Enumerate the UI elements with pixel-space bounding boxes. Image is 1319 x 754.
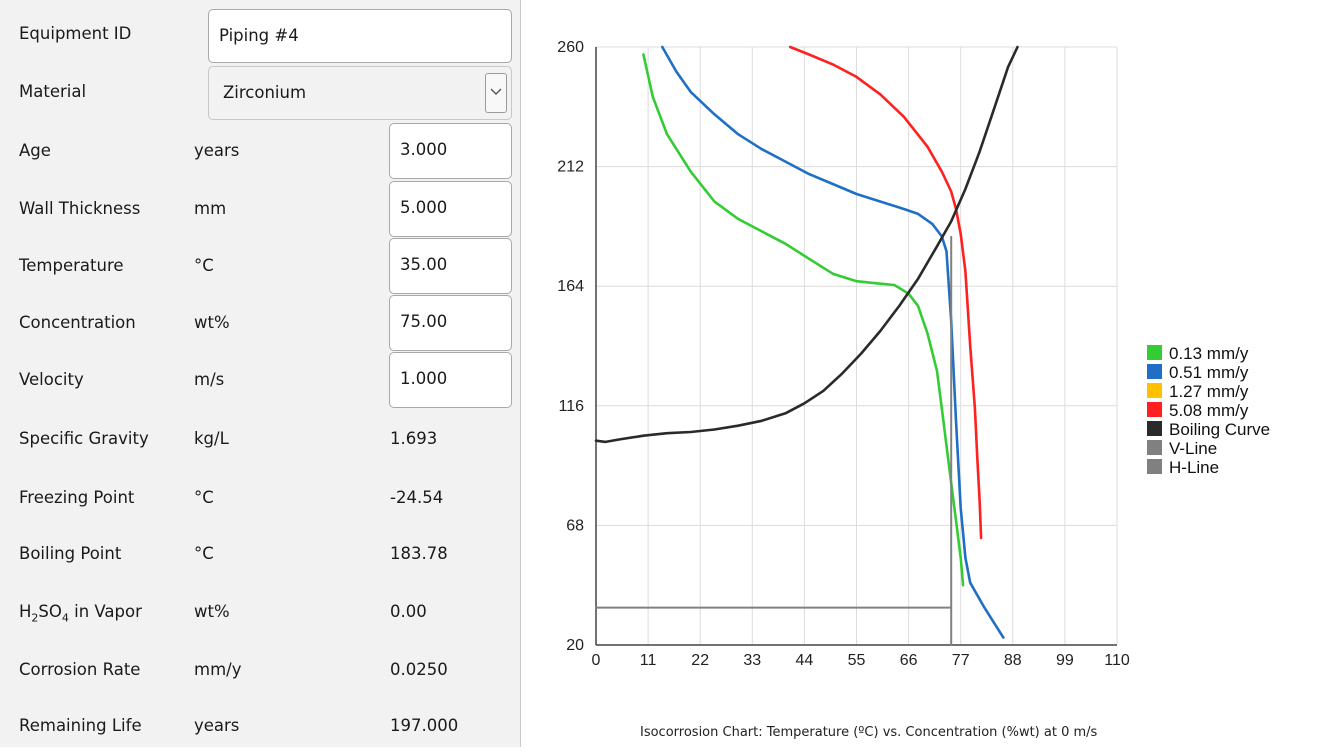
legend-swatch <box>1147 459 1162 474</box>
velocity-label: Velocity <box>19 370 84 389</box>
legend-label: 0.51 mm/y <box>1169 363 1249 382</box>
specific-gravity-value: 1.693 <box>390 429 438 448</box>
temperature-row: Temperature °C 35.00 <box>0 237 520 294</box>
series-line-boiling-curve <box>594 45 1019 444</box>
x-tick-label: 22 <box>691 652 709 669</box>
equipment-id-label: Equipment ID <box>19 24 132 43</box>
remaining-life-row: Remaining Life years 197.000 <box>0 697 520 754</box>
h2so4-label-end: in Vapor <box>68 602 142 621</box>
remaining-life-value: 197.000 <box>390 716 459 735</box>
material-dropdown-button[interactable] <box>485 73 507 113</box>
corrosion-rate-value: 0.0250 <box>390 660 448 679</box>
h2so4-label-so: SO <box>38 602 62 621</box>
h2so4-label-sub2: 4 <box>61 611 69 625</box>
x-tick-label: 0 <box>592 652 601 669</box>
chart-canvas: 0 11 22 33 44 55 66 77 88 99 110 20 68 116 164 212 260 0.… <box>557 39 1270 669</box>
x-tick-label: 33 <box>743 652 761 669</box>
legend-swatch <box>1147 383 1162 398</box>
x-tick-label: 88 <box>1004 652 1022 669</box>
y-tick-label: 164 <box>557 278 584 295</box>
x-tick-label: 55 <box>848 652 866 669</box>
temperature-unit: °C <box>194 256 214 275</box>
velocity-unit: m/s <box>194 370 225 389</box>
material-label: Material <box>19 82 87 101</box>
velocity-input[interactable]: 1.000 <box>389 352 512 408</box>
h2so4-vapor-unit: wt% <box>194 602 230 621</box>
legend-label: H-Line <box>1169 458 1219 477</box>
concentration-row: Concentration wt% 75.00 <box>0 294 520 351</box>
input-panel: Equipment ID Piping #4 Material Zirconiu… <box>0 0 521 747</box>
freezing-point-label: Freezing Point <box>19 488 135 507</box>
chevron-down-icon <box>490 88 502 95</box>
corrosion-rate-label: Corrosion Rate <box>19 660 141 679</box>
x-tick-label: 110 <box>1104 652 1130 669</box>
corrosion-rate-row: Corrosion Rate mm/y 0.0250 <box>0 641 520 698</box>
material-row: Material Zirconium <box>0 63 520 120</box>
wall-thickness-row: Wall Thickness mm 5.000 <box>0 180 520 237</box>
legend-label: Boiling Curve <box>1169 420 1270 439</box>
y-tick-label: 68 <box>566 517 584 534</box>
wall-thickness-label: Wall Thickness <box>19 199 141 218</box>
y-tick-label: 260 <box>557 39 584 56</box>
velocity-row: Velocity m/s 1.000 <box>0 351 520 408</box>
age-label: Age <box>19 141 51 160</box>
freezing-point-unit: °C <box>194 488 214 507</box>
corrosion-rate-unit: mm/y <box>194 660 242 679</box>
chart-title: Isocorrosion Chart: Temperature (ºC) vs.… <box>640 725 1098 740</box>
legend-swatch <box>1147 364 1162 379</box>
specific-gravity-label: Specific Gravity <box>19 429 149 448</box>
legend-label: 1.27 mm/y <box>1169 382 1249 401</box>
h2so4-label-sub1: 2 <box>31 611 39 625</box>
remaining-life-label: Remaining Life <box>19 716 142 735</box>
age-input[interactable]: 3.000 <box>389 123 512 179</box>
boiling-point-unit: °C <box>194 544 214 563</box>
legend-swatch <box>1147 402 1162 417</box>
legend-swatch <box>1147 440 1162 455</box>
equipment-id-row: Equipment ID Piping #4 <box>0 5 520 63</box>
concentration-input[interactable]: 75.00 <box>389 295 512 351</box>
freezing-point-row: Freezing Point °C -24.54 <box>0 469 520 526</box>
boiling-point-label: Boiling Point <box>19 544 122 563</box>
boiling-point-value: 183.78 <box>390 544 448 563</box>
age-row: Age years 3.000 <box>0 122 520 179</box>
remaining-life-unit: years <box>194 716 240 735</box>
x-tick-label: 44 <box>796 652 814 669</box>
x-tick-label: 77 <box>952 652 970 669</box>
material-selected-value: Zirconium <box>223 83 307 102</box>
h2so4-vapor-row: H2SO4 in Vapor wt% 0.00 <box>0 583 520 640</box>
freezing-point-value: -24.54 <box>390 488 444 507</box>
series-line-0-51-mm-y <box>661 45 1005 639</box>
legend-label: 0.13 mm/y <box>1169 344 1249 363</box>
series-line-5-08-mm-y <box>788 45 983 540</box>
series-line-0-13-mm-y <box>642 53 965 587</box>
concentration-unit: wt% <box>194 313 230 332</box>
temperature-input[interactable]: 35.00 <box>389 238 512 294</box>
h2so4-label-h: H <box>19 602 32 621</box>
wall-thickness-input[interactable]: 5.000 <box>389 181 512 237</box>
concentration-label: Concentration <box>19 313 136 332</box>
y-tick-label: 116 <box>558 398 584 415</box>
specific-gravity-unit: kg/L <box>194 429 229 448</box>
legend-label: 5.08 mm/y <box>1169 401 1249 420</box>
x-tick-label: 66 <box>900 652 918 669</box>
age-unit: years <box>194 141 240 160</box>
y-tick-label: 212 <box>557 159 584 176</box>
x-tick-label: 11 <box>640 652 657 669</box>
boiling-point-row: Boiling Point °C 183.78 <box>0 525 520 582</box>
legend-swatch <box>1147 345 1162 360</box>
specific-gravity-row: Specific Gravity kg/L 1.693 <box>0 410 520 467</box>
h2so4-vapor-label: H2SO4 in Vapor <box>19 583 142 640</box>
legend-swatch <box>1147 421 1162 436</box>
temperature-label: Temperature <box>19 256 124 275</box>
h2so4-vapor-value: 0.00 <box>390 602 427 621</box>
material-select[interactable]: Zirconium <box>208 66 512 120</box>
y-tick-label: 20 <box>566 637 584 654</box>
wall-thickness-unit: mm <box>194 199 227 218</box>
isocorrosion-chart: 0 11 22 33 44 55 66 77 88 99 110 20 68 116 164 212 260 0.… <box>525 0 1319 747</box>
legend-label: V-Line <box>1169 439 1217 458</box>
equipment-id-input[interactable]: Piping #4 <box>208 9 512 63</box>
x-tick-label: 99 <box>1056 652 1074 669</box>
